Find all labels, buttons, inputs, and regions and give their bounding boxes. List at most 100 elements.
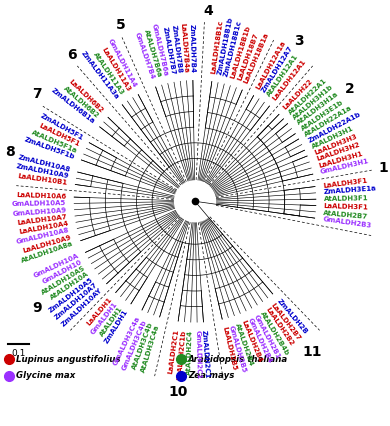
- Text: LaALDH18B7: LaALDH18B7: [236, 32, 259, 81]
- Text: ZmALDH1: ZmALDH1: [104, 309, 129, 345]
- Text: ZmALDH10AY: ZmALDH10AY: [60, 287, 103, 328]
- Text: AtALDH10A: AtALDH10A: [49, 271, 90, 301]
- Text: AtALDH7B6a: AtALDH7B6a: [143, 29, 162, 78]
- Text: ZmALDH18B1b: ZmALDH18B1b: [216, 17, 234, 75]
- Text: AtALDH3H1b: AtALDH3H1b: [292, 83, 334, 121]
- Text: 3: 3: [294, 34, 304, 48]
- Text: AtALDH10AS: AtALDH10AS: [40, 265, 86, 296]
- Text: AtALDH11A3: AtALDH11A3: [92, 52, 126, 96]
- Text: LaALDH11A3: LaALDH11A3: [100, 46, 131, 92]
- Text: 5: 5: [115, 18, 125, 32]
- Text: LaALDH10A9: LaALDH10A9: [22, 234, 72, 253]
- Text: AtALDH2B4b: AtALDH2B4b: [259, 310, 290, 356]
- Text: AtALDH3C4b: AtALDH3C4b: [131, 321, 154, 371]
- Text: 4: 4: [204, 4, 213, 17]
- Text: ZmALDH2C1: ZmALDH2C1: [201, 329, 210, 378]
- Text: LaALDH10A6: LaALDH10A6: [16, 192, 66, 200]
- Text: LaALDH5F1: LaALDH5F1: [38, 123, 81, 147]
- Text: ZmALDH10A9: ZmALDH10A9: [15, 164, 69, 180]
- Text: GmALDH2B4: GmALDH2B4: [246, 317, 273, 364]
- Text: AtALDH3H1a: AtALDH3H1a: [296, 91, 340, 126]
- Text: 9: 9: [32, 301, 41, 315]
- Text: 2: 2: [345, 82, 355, 96]
- Text: GmALDH2B5: GmALDH2B5: [228, 324, 247, 373]
- Text: ZmALDH11A3a: ZmALDH11A3a: [80, 50, 120, 100]
- Text: GmALDH11A4: GmALDH11A4: [106, 38, 137, 89]
- Text: AtALDH6B2: AtALDH6B2: [62, 85, 100, 119]
- Text: LaALDH1: LaALDH1: [85, 296, 113, 327]
- Text: Lupinus angustifolius: Lupinus angustifolius: [16, 355, 121, 364]
- Text: 7: 7: [32, 87, 41, 101]
- Text: GmALDH3C4b: GmALDH3C4b: [121, 319, 147, 371]
- Text: LaALDH2B2: LaALDH2B2: [264, 306, 294, 347]
- Text: ZmALDH12A7: ZmALDH12A7: [261, 45, 294, 94]
- Text: LaALDH6B2: LaALDH6B2: [68, 78, 105, 114]
- Text: GmALDH1: GmALDH1: [89, 301, 118, 336]
- Text: 6: 6: [67, 48, 77, 62]
- Text: LaALDH3F1: LaALDH3F1: [323, 177, 367, 189]
- Text: 11: 11: [303, 345, 323, 359]
- Text: GmALDH3C4a: GmALDH3C4a: [112, 316, 141, 367]
- Text: 8: 8: [5, 145, 15, 159]
- Text: GmALDH10A9: GmALDH10A9: [12, 207, 67, 217]
- Text: AtALDH3E1b: AtALDH3E1b: [300, 99, 345, 132]
- Text: LaALDH2C1b: LaALDH2C1b: [176, 329, 187, 380]
- Text: ZmALDH22A1b: ZmALDH22A1b: [307, 111, 362, 144]
- Text: AtALDH10A8a: AtALDH10A8a: [21, 240, 74, 264]
- Text: LaALDH10A4: LaALDH10A4: [18, 221, 69, 235]
- Text: LaALDH2C1: LaALDH2C1: [168, 328, 180, 374]
- Text: AtALDH22A1: AtALDH22A1: [287, 77, 328, 116]
- Text: LaALDH2B4: LaALDH2B4: [240, 320, 263, 364]
- Text: LaALDH3H3: LaALDH3H3: [313, 133, 358, 156]
- Text: AtALDH3C4a: AtALDH3C4a: [140, 323, 160, 373]
- Text: GmALDH2C1: GmALDH2C1: [194, 330, 201, 379]
- Text: LaALDH7B4a: LaALDH7B4a: [179, 23, 189, 73]
- Text: AtALDH2B7: AtALDH2B7: [323, 210, 368, 219]
- Text: GmALDH10A8: GmALDH10A8: [16, 227, 70, 245]
- Text: GmALDH10: GmALDH10: [41, 259, 83, 285]
- Text: 1: 1: [378, 161, 388, 175]
- Text: GmALDH7B6a: GmALDH7B6a: [151, 23, 169, 77]
- Text: GmALDH3H1: GmALDH3H1: [320, 158, 370, 175]
- Text: ZmALDH5F1: ZmALDH5F1: [39, 113, 84, 141]
- Text: AtALDH12A1: AtALDH12A1: [266, 53, 300, 98]
- Text: GmALDH2B1: GmALDH2B1: [253, 314, 281, 360]
- Text: Arabidopsis thaliana: Arabidopsis thaliana: [188, 355, 288, 364]
- Text: Glycine max: Glycine max: [16, 371, 76, 380]
- Text: 0.1: 0.1: [11, 349, 26, 358]
- Text: AtALDH3F1: AtALDH3F1: [324, 195, 368, 202]
- Text: GmALDH2B3: GmALDH2B3: [322, 216, 372, 229]
- Text: LaALDH18B1b: LaALDH18B1b: [230, 25, 252, 79]
- Text: LaALDH12A1: LaALDH12A1: [272, 58, 307, 102]
- Text: AtALDH5F1a: AtALDH5F1a: [30, 129, 78, 154]
- Text: LaALDH10B1: LaALDH10B1: [18, 173, 68, 186]
- Text: LaALDH10A7: LaALDH10A7: [17, 214, 67, 226]
- Text: ZmALDH7B4: ZmALDH7B4: [189, 23, 196, 73]
- Text: ZmALDH6B1a: ZmALDH6B1a: [50, 87, 96, 124]
- Text: ZmALDH7B7: ZmALDH7B7: [161, 26, 176, 75]
- Text: GmALDH10A5: GmALDH10A5: [12, 201, 66, 207]
- Text: ZmALDH10A7: ZmALDH10A7: [53, 282, 98, 321]
- Text: ZmALDH10A5: ZmALDH10A5: [48, 276, 94, 314]
- Text: LaALDH2B7: LaALDH2B7: [270, 302, 302, 342]
- Text: AtALDH2C4: AtALDH2C4: [186, 330, 193, 375]
- Text: 10: 10: [168, 385, 188, 399]
- Text: AtALDH2B4: AtALDH2B4: [234, 322, 254, 367]
- Text: GmALDH7B4: GmALDH7B4: [134, 32, 156, 81]
- Text: LaALDH12A1a: LaALDH12A1a: [255, 39, 287, 90]
- Text: LaALDH2B5: LaALDH2B5: [221, 326, 237, 371]
- Text: ZmALDH5F1b: ZmALDH5F1b: [23, 136, 75, 160]
- Text: LaALDH3H1: LaALDH3H1: [318, 150, 363, 169]
- Text: ZmALDH10A8: ZmALDH10A8: [17, 154, 71, 173]
- Text: ZmALDH2B: ZmALDH2B: [275, 298, 308, 335]
- Text: GmALDH10A: GmALDH10A: [32, 253, 80, 279]
- Text: Zea mays: Zea mays: [188, 371, 234, 380]
- Text: ZmALDH3E1a: ZmALDH3E1a: [323, 186, 376, 195]
- Text: ZmALDH18B1c: ZmALDH18B1c: [223, 20, 243, 77]
- Text: AtALDH1: AtALDH1: [99, 305, 124, 337]
- Text: LaALDH22: LaALDH22: [282, 78, 314, 111]
- Text: ZmALDH7B8: ZmALDH7B8: [170, 25, 182, 74]
- Text: AtALDH22A1a: AtALDH22A1a: [304, 104, 354, 138]
- Text: LaALDH3F1: LaALDH3F1: [324, 203, 369, 210]
- Text: LaALDH18B1a: LaALDH18B1a: [243, 31, 269, 84]
